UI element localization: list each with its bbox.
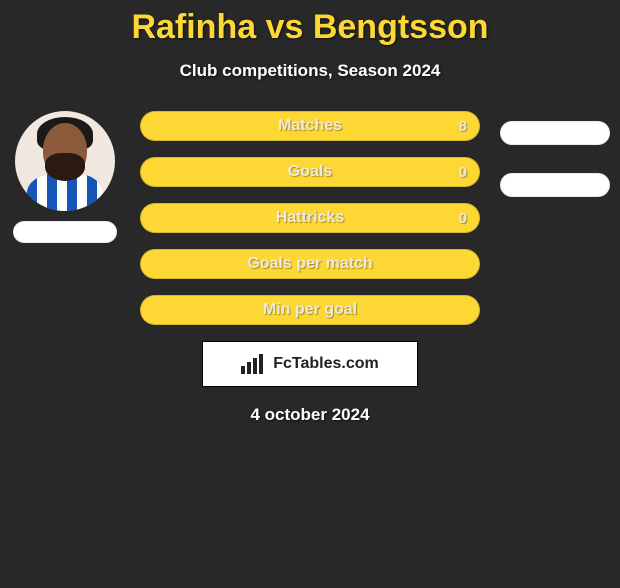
bar-value-left: 8	[459, 118, 467, 135]
comparison-region: Matches 8 Goals 0 Hattricks 0 Goals per …	[0, 111, 620, 425]
bar-label: Matches	[278, 117, 342, 135]
comparison-bars: Matches 8 Goals 0 Hattricks 0 Goals per …	[140, 111, 480, 325]
bar-label: Hattricks	[276, 209, 344, 227]
bar-min-per-goal: Min per goal	[140, 295, 480, 325]
player-right-name-pill-2	[500, 173, 610, 197]
bar-goals: Goals 0	[140, 157, 480, 187]
player-right-name-pill-1	[500, 121, 610, 145]
bar-hattricks: Hattricks 0	[140, 203, 480, 233]
bar-goals-per-match: Goals per match	[140, 249, 480, 279]
bar-value-left: 0	[459, 210, 467, 227]
bars-icon	[241, 354, 267, 374]
player-right	[500, 111, 610, 197]
page-title: Rafinha vs Bengtsson	[0, 8, 620, 47]
footer-date: 4 october 2024	[0, 405, 620, 425]
bar-value-left: 0	[459, 164, 467, 181]
brand-label: FcTables.com	[273, 355, 379, 373]
page-subtitle: Club competitions, Season 2024	[0, 61, 620, 81]
bar-label: Min per goal	[263, 301, 357, 319]
bar-label: Goals	[288, 163, 332, 181]
bar-matches: Matches 8	[140, 111, 480, 141]
avatar-beard	[45, 153, 85, 181]
player-left	[10, 111, 120, 243]
brand-box: FcTables.com	[202, 341, 418, 387]
avatar	[15, 111, 115, 211]
bar-label: Goals per match	[247, 255, 372, 273]
player-left-name-pill	[13, 221, 117, 243]
